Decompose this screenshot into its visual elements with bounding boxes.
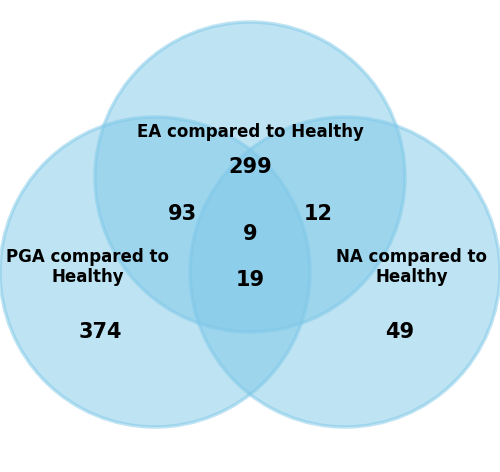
Text: 93: 93 [168, 204, 196, 224]
Circle shape [190, 117, 500, 427]
Text: 12: 12 [304, 204, 332, 224]
Text: PGA compared to
Healthy: PGA compared to Healthy [6, 248, 170, 287]
Circle shape [95, 22, 405, 332]
Text: 374: 374 [78, 322, 122, 342]
Circle shape [0, 117, 310, 427]
Text: 19: 19 [236, 270, 264, 290]
Text: 9: 9 [242, 224, 258, 244]
Text: 299: 299 [228, 157, 272, 177]
Text: 49: 49 [386, 322, 414, 342]
Text: EA compared to Healthy: EA compared to Healthy [136, 123, 364, 141]
Text: NA compared to
Healthy: NA compared to Healthy [336, 248, 488, 287]
